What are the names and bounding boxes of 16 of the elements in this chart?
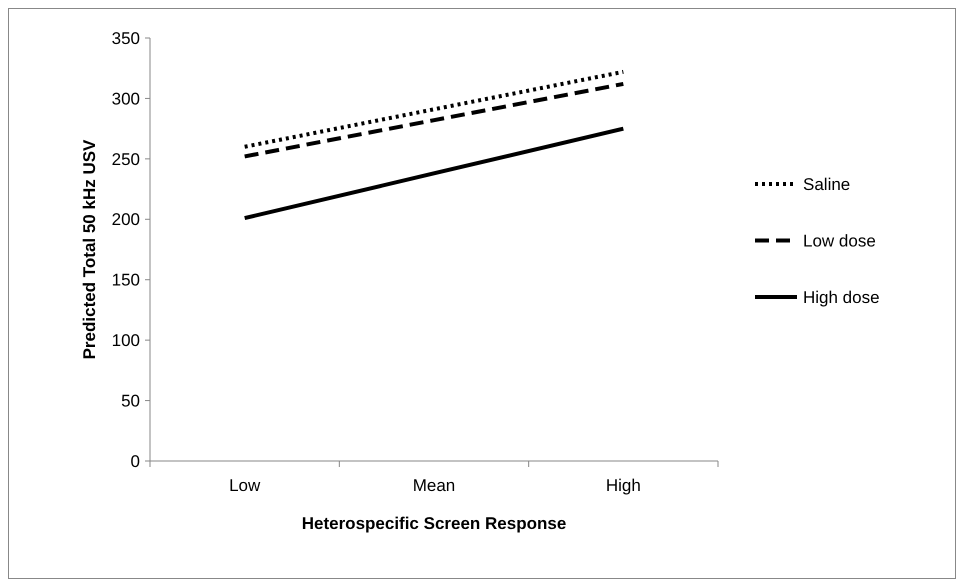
legend-label: Low dose: [803, 231, 876, 250]
legend-label: Saline: [803, 174, 850, 194]
y-tick-label: 100: [112, 331, 140, 350]
y-tick-label: 300: [112, 89, 140, 108]
y-tick-label: 200: [112, 210, 140, 230]
x-tick-label: Low: [229, 476, 261, 495]
legend-label: High dose: [803, 288, 880, 307]
y-tick-label: 50: [121, 392, 140, 411]
y-tick-label: 150: [112, 270, 140, 290]
x-tick-label: Mean: [412, 476, 456, 495]
x-axis-title: Heterospecific Screen Response: [302, 514, 566, 533]
x-tick-label: High: [606, 476, 641, 495]
y-tick-label: 250: [112, 150, 140, 169]
y-tick-label: 350: [112, 28, 140, 48]
y-tick-label: 0: [130, 452, 140, 471]
y-axis-title: Predicted Total 50 kHz USV: [80, 138, 99, 360]
